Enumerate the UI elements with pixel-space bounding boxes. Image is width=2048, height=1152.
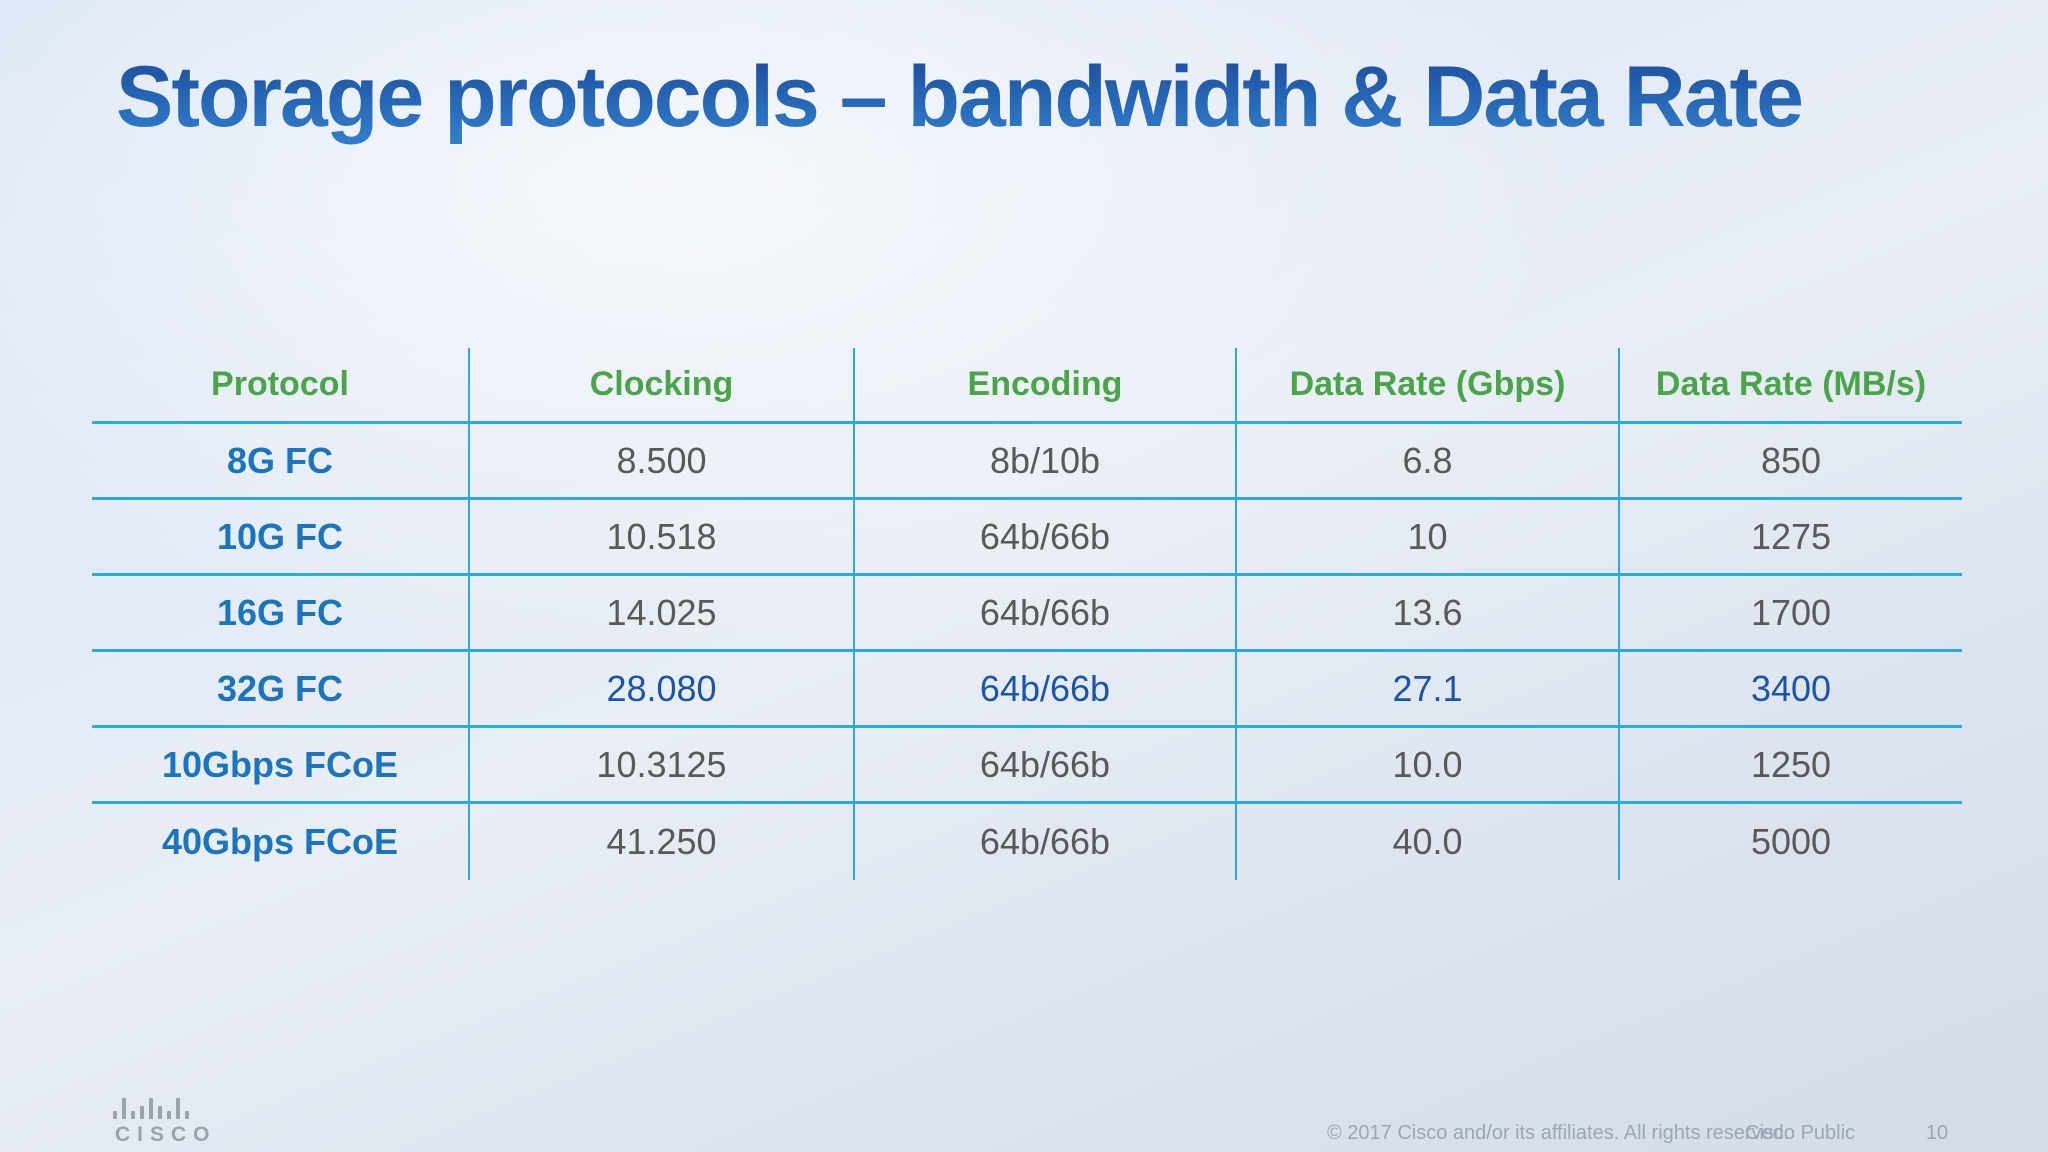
- header-cell: Protocol: [92, 348, 470, 424]
- cell-gbps: 27.1: [1237, 652, 1620, 728]
- cell-clocking: 10.518: [470, 500, 855, 576]
- cell-encoding: 64b/66b: [855, 728, 1237, 804]
- page-number: 10: [1925, 1122, 1949, 1144]
- cell-gbps: 40.0: [1237, 804, 1620, 880]
- cell-mbs: 5000: [1750, 821, 1832, 862]
- cell-clocking: 41.250: [470, 804, 855, 880]
- cell-encoding: 8b/10b: [855, 424, 1237, 500]
- header-cell: Data Rate (MB/s): [1620, 348, 1962, 424]
- cell-mbs: 1275: [1620, 500, 1962, 576]
- cisco-logo-text: cisco: [115, 1123, 217, 1146]
- cell-mbs: 3400: [1620, 652, 1962, 728]
- cell-protocol: 16G FC: [92, 576, 470, 652]
- cell-clocking: 28.080: [470, 652, 855, 728]
- footer-classification: Cisco Public: [1745, 1122, 1856, 1144]
- cell-protocol: 32G FC: [92, 652, 470, 728]
- header-cell: Data Rate (Gbps): [1237, 348, 1620, 424]
- cisco-logo: cisco: [113, 1098, 223, 1147]
- header-cell: Clocking: [470, 348, 855, 424]
- protocol-table: Protocol Clocking Encoding Data Rate (Gbps)…: [92, 348, 1962, 880]
- cell-gbps: 10.0: [1237, 728, 1620, 804]
- cell-protocol: 40Gbps FCoE: [92, 804, 470, 880]
- footer-copyright: © 2017 Cisco and/or its affiliates. All …: [1327, 1122, 1790, 1144]
- cell-protocol: 10Gbps FCoE: [92, 728, 470, 804]
- cell-encoding: 64b/66b: [855, 576, 1237, 652]
- cell-clocking: 10.3125: [470, 728, 855, 804]
- slide-title: Storage protocols – bandwidth & Data Rat…: [116, 49, 1804, 145]
- cell-encoding: 64b/66b: [855, 500, 1237, 576]
- cell-clocking: 8.500: [470, 424, 855, 500]
- cell-clocking: 14.025: [470, 576, 855, 652]
- cell-mbs: 1700: [1620, 576, 1962, 652]
- cell-mbs: 850: [1620, 424, 1962, 500]
- cell-encoding: 64b/66b: [855, 804, 1237, 880]
- cell-gbps: 6.8: [1237, 424, 1620, 500]
- cell-gbps: 13.6: [1237, 576, 1620, 652]
- cell-encoding: 64b/66b: [855, 652, 1237, 728]
- cell-protocol: 10G FC: [92, 500, 470, 576]
- cisco-bars-icon: [113, 1098, 223, 1119]
- cell-protocol: 8G FC: [92, 424, 470, 500]
- cell-gbps: 10: [1237, 500, 1620, 576]
- cell-mbs: 1250: [1620, 728, 1962, 804]
- header-cell: Encoding: [855, 348, 1237, 424]
